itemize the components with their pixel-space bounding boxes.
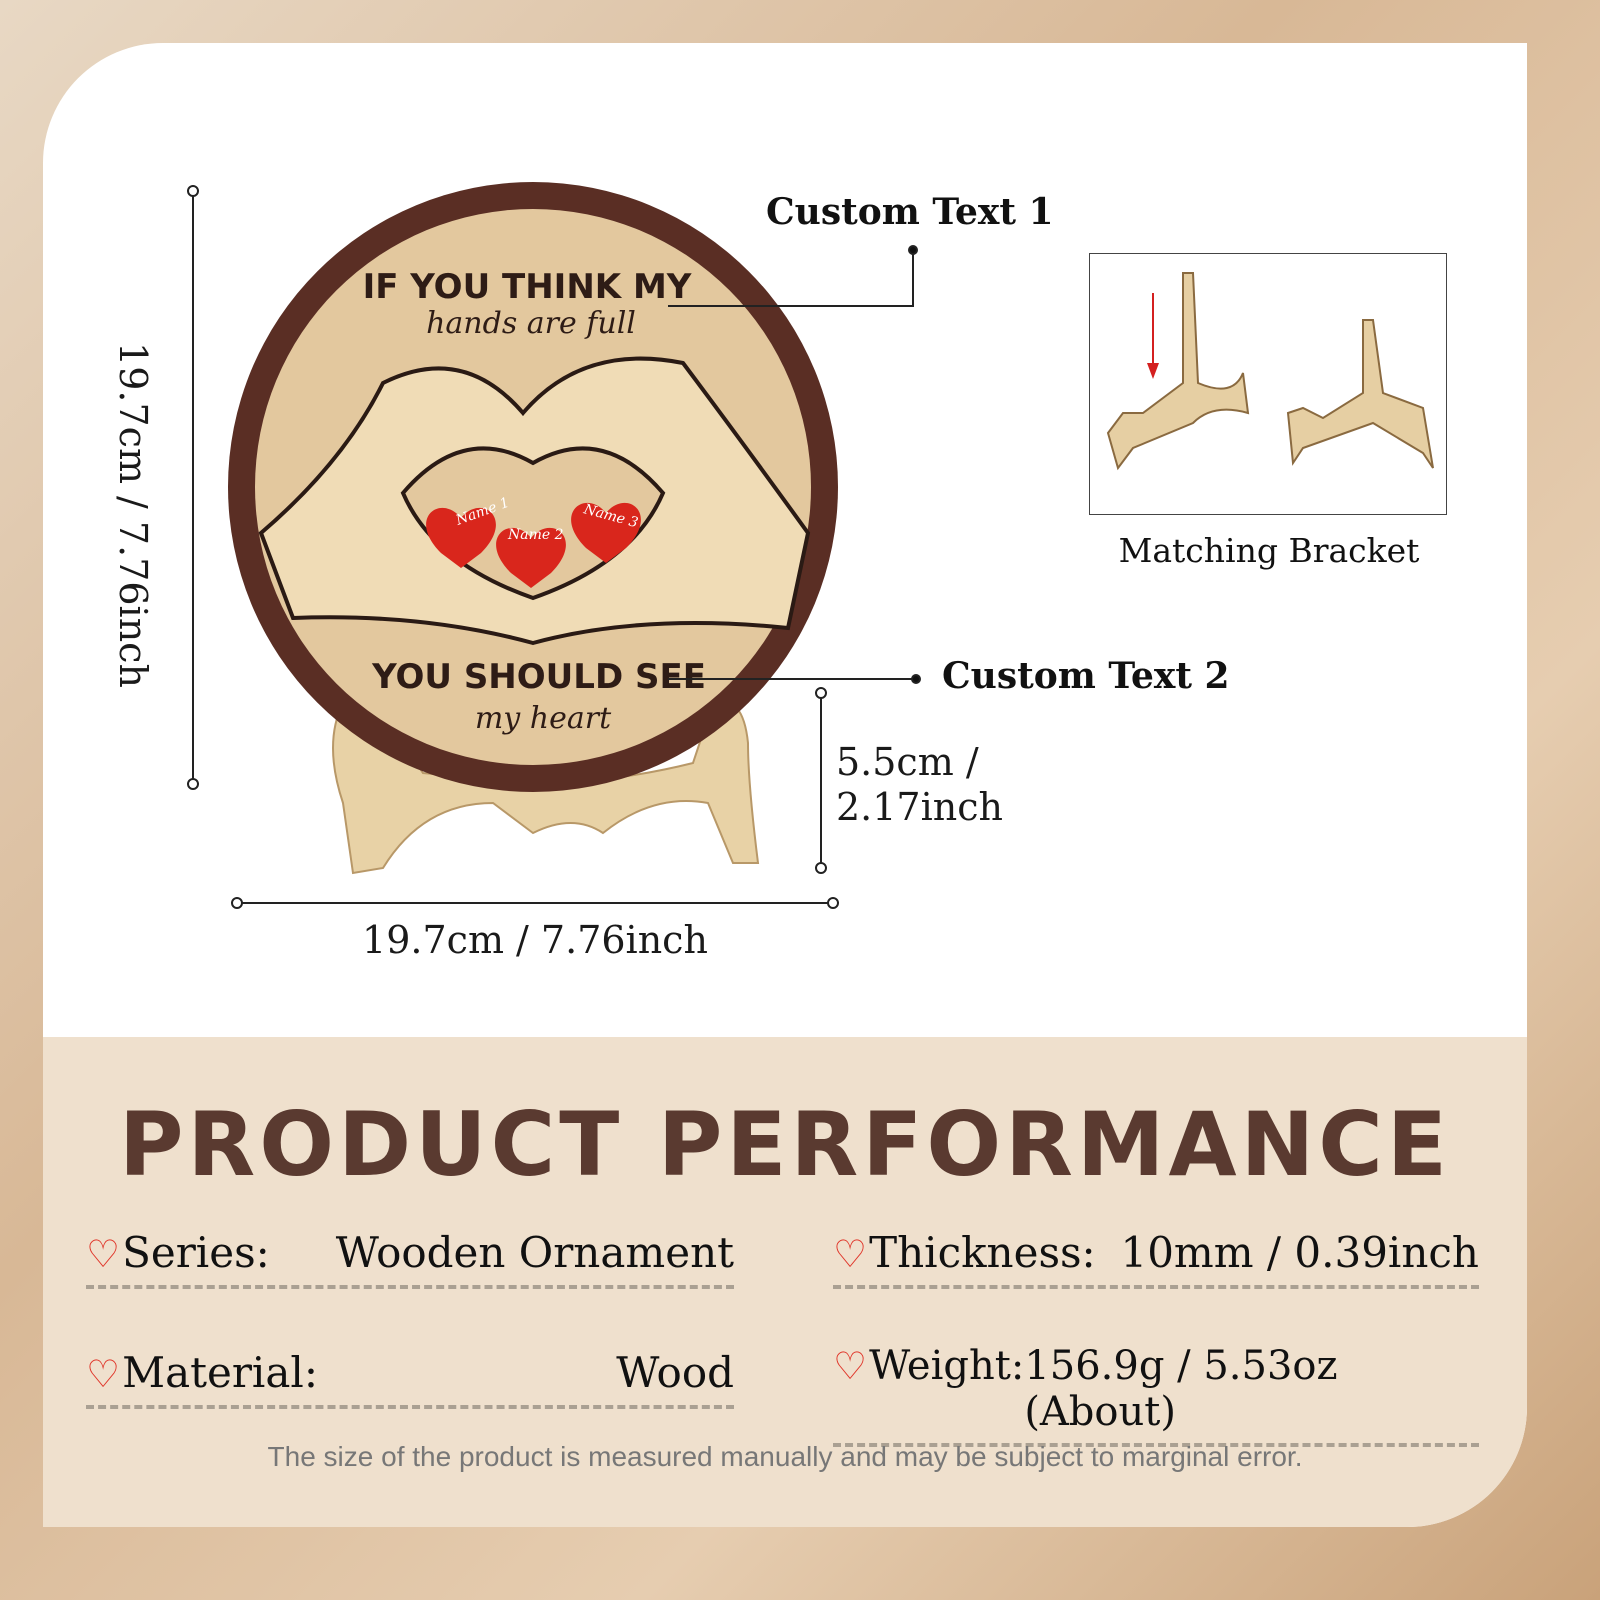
spec-row-series: ♡ Series: Wooden Ornament — [86, 1228, 734, 1289]
plaque-script-top: hands are full — [426, 306, 636, 341]
stand-height-dimension: 5.5cm / 2.17inch — [836, 740, 1003, 830]
bracket-illustration — [1106, 272, 1434, 471]
spec-row-weight: ♡ Weight: 156.9g / 5.53oz (About) — [833, 1343, 1479, 1447]
custom-text-1-callout: Custom Text 1 — [766, 191, 1054, 233]
product-illustration: Name 1 Name 2 Name 3 IF YOU THINK MY han… — [187, 182, 1434, 909]
spec-value: 156.9g / 5.53oz (About) — [1024, 1343, 1338, 1435]
heart-icon: ♡ — [833, 1232, 868, 1276]
spec-value: Wood — [616, 1348, 734, 1397]
plaque-text-top: IF YOU THINK MY — [363, 267, 692, 307]
stand-height-line2: 2.17inch — [836, 785, 1003, 829]
spec-value: 10mm / 0.39inch — [1120, 1228, 1479, 1277]
heart-name-3 — [571, 502, 641, 563]
spec-row-material: ♡ Material: Wood — [86, 1348, 734, 1409]
plaque-text-bottom: YOU SHOULD SEE — [371, 657, 706, 697]
heart-icon: ♡ — [86, 1232, 121, 1276]
heart-icon: ♡ — [833, 1344, 868, 1388]
heart-icon: ♡ — [86, 1352, 121, 1396]
custom-text-2-callout: Custom Text 2 — [942, 655, 1230, 697]
bracket-label: Matching Bracket — [1118, 531, 1420, 570]
plaque-script-bottom: my heart — [475, 701, 612, 736]
spec-label: Weight: — [869, 1343, 1025, 1389]
spec-value: Wooden Ornament — [335, 1228, 734, 1277]
performance-title: PRODUCT PERFORMANCE — [119, 1093, 1451, 1196]
heart-name-1 — [426, 507, 496, 568]
width-dimension: 19.7cm / 7.76inch — [362, 918, 708, 962]
dimension-lines — [187, 185, 921, 909]
spec-label: Material: — [122, 1348, 318, 1397]
spec-label: Thickness: — [869, 1228, 1096, 1277]
heart-label-2: Name 2 — [507, 527, 564, 543]
stand-height-line1: 5.5cm / — [836, 740, 979, 784]
height-dimension: 19.7cm / 7.76inch — [111, 342, 155, 688]
product-card: Name 1 Name 2 Name 3 IF YOU THINK MY han… — [43, 43, 1527, 1527]
heart-name-2 — [496, 527, 566, 588]
bracket-image-frame — [1089, 253, 1447, 515]
measurement-note: The size of the product is measured manu… — [267, 1441, 1303, 1472]
spec-row-thickness: ♡ Thickness: 10mm / 0.39inch — [833, 1228, 1479, 1289]
spec-label: Series: — [122, 1228, 270, 1277]
